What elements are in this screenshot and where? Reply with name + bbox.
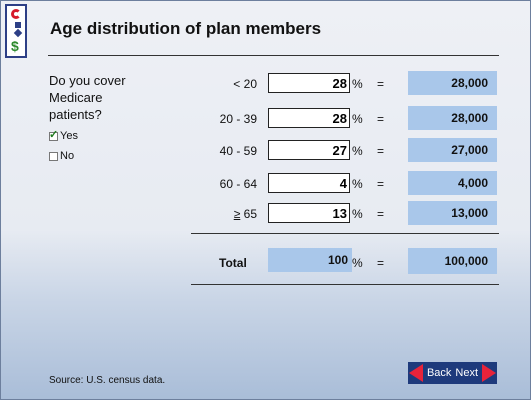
age-range-value: 65: [240, 207, 257, 221]
percent-sign: %: [352, 207, 363, 221]
title-divider: [48, 55, 499, 56]
equals-sign: =: [377, 256, 385, 270]
percent-sign: %: [352, 144, 363, 158]
equals-sign: =: [377, 207, 385, 221]
navigation-bar: Back Next: [408, 362, 497, 384]
age-range-label: < 20: [233, 77, 257, 91]
age-range-label: 40 - 59: [219, 144, 257, 158]
next-arrow-icon[interactable]: [482, 364, 496, 382]
member-count: 28,000: [408, 106, 497, 130]
age-range-label: 20 - 39: [219, 112, 257, 126]
percent-input-65-plus[interactable]: [268, 203, 350, 223]
equals-sign: =: [377, 112, 385, 126]
equals-sign: =: [377, 77, 385, 91]
total-percent: 100: [268, 248, 352, 272]
equals-sign: =: [377, 144, 385, 158]
logo-c-shape: [11, 9, 21, 19]
option-yes[interactable]: Yes: [49, 128, 78, 142]
page-title: Age distribution of plan members: [50, 19, 322, 38]
total-member-count: 100,000: [408, 248, 497, 274]
source-note: Source: U.S. census data.: [49, 375, 166, 386]
medicare-question: Do you cover Medicare patients?: [49, 73, 126, 122]
option-no[interactable]: No: [49, 150, 74, 162]
checkbox-yes[interactable]: [49, 128, 58, 141]
back-arrow-icon[interactable]: [409, 364, 423, 382]
percent-sign: %: [352, 112, 363, 126]
member-count: 4,000: [408, 171, 497, 195]
percent-input-20-39[interactable]: [268, 108, 350, 128]
option-no-label: No: [60, 150, 75, 162]
member-count: 28,000: [408, 71, 497, 95]
age-range-label: ≥ 65: [200, 207, 257, 221]
checkbox-no[interactable]: [49, 151, 58, 161]
company-logo: $: [5, 4, 27, 58]
option-yes-label: Yes: [60, 130, 78, 142]
logo-square: [15, 22, 21, 28]
member-count: 13,000: [408, 201, 497, 225]
percent-input-60-64[interactable]: [268, 173, 350, 193]
age-range-label: 60 - 64: [219, 177, 257, 191]
total-label: Total: [219, 256, 247, 270]
age-row-under-20: < 20 % = 28,000: [0, 71, 531, 97]
member-count: 27,000: [408, 138, 497, 162]
nav-labels: Back Next: [427, 367, 478, 379]
age-row-20-39: 20 - 39 % = 28,000: [0, 106, 531, 132]
dollar-icon: $: [11, 38, 19, 54]
percent-input-under-20[interactable]: [268, 73, 350, 93]
age-row-60-64: 60 - 64 % = 4,000: [0, 171, 531, 197]
percent-sign: %: [352, 256, 363, 270]
percent-sign: %: [352, 177, 363, 191]
percent-input-40-59[interactable]: [268, 140, 350, 160]
percent-sign: %: [352, 77, 363, 91]
total-divider-bottom: [191, 284, 499, 285]
equals-sign: =: [377, 177, 385, 191]
age-row-65-plus: ≥ 65 % = 13,000: [0, 201, 531, 227]
next-button[interactable]: Next: [455, 367, 479, 379]
logo-diamond: [13, 28, 23, 38]
total-divider-top: [191, 233, 499, 234]
age-row-40-59: 40 - 59 % = 27,000: [0, 138, 531, 164]
back-button[interactable]: Back: [426, 367, 452, 379]
ge-symbol: ≥: [233, 207, 241, 221]
